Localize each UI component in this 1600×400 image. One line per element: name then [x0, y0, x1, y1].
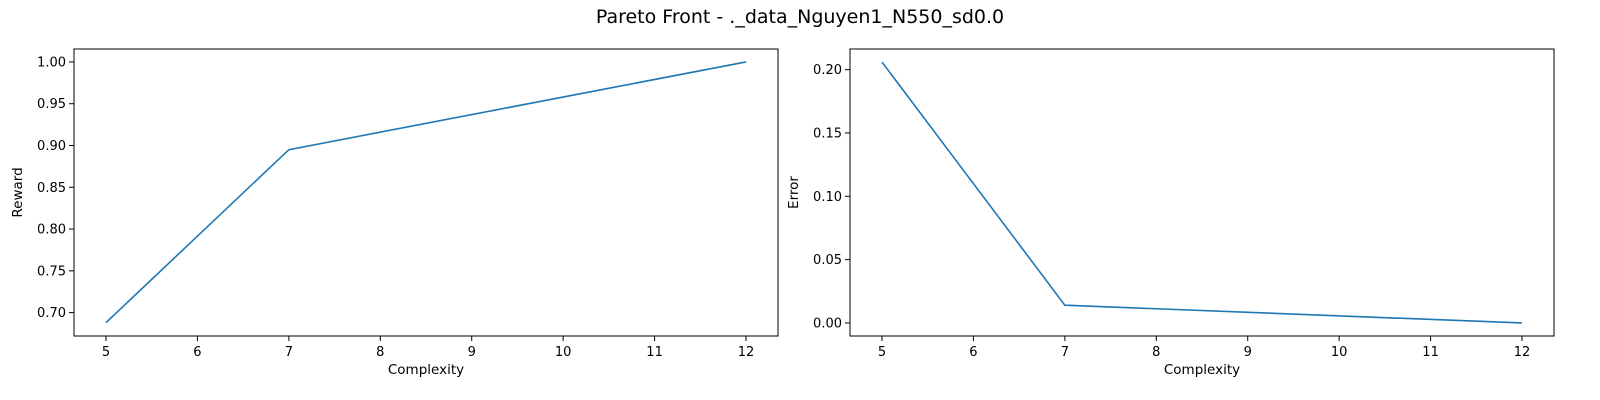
y-tick-label: 0.70 [37, 306, 66, 321]
series-line [881, 61, 1523, 324]
x-tick-label: 12 [1514, 345, 1531, 360]
x-tick-label: 12 [738, 345, 755, 360]
y-axis-label: Error [786, 176, 802, 209]
chart-panels: 5 6 7 8 9 10 11 12 0.70 0.75 0.80 0.85 0.90 0.95 1.00 C… [10, 48, 1555, 378]
x-tick-label: 7 [285, 345, 293, 360]
y-tick-label: 0.15 [813, 126, 842, 141]
series-line [105, 61, 747, 324]
y-tick-label: 1.00 [37, 55, 66, 70]
axes-frame [849, 48, 1555, 337]
y-tick-label: 0.80 [37, 223, 66, 238]
x-tick-label: 6 [969, 345, 977, 360]
y-tick-label: 0.95 [37, 97, 66, 112]
x-tick-label: 8 [376, 345, 384, 360]
figure-title: Pareto Front - ._data_Nguyen1_N550_sd0.0 [596, 6, 1004, 28]
axes-frame [73, 48, 779, 337]
x-tick-label: 5 [102, 345, 110, 360]
chart-panel-1: 5 6 7 8 9 10 11 12 0.70 0.75 0.80 0.85 0.90 0.95 1.00 C… [10, 48, 779, 378]
x-tick-label: 11 [646, 345, 663, 360]
x-tick-label: 9 [1244, 345, 1252, 360]
x-tick-label: 10 [1331, 345, 1348, 360]
y-tick-label: 0.90 [37, 139, 66, 154]
x-axis-label: Complexity [388, 362, 464, 378]
chart-panel-2: 5 6 7 8 9 10 11 12 0.00 0.05 0.10 0.15 0.20 Complexit… [786, 48, 1555, 378]
y-tick-label: 0.75 [37, 264, 66, 279]
x-tick-label: 9 [468, 345, 476, 360]
y-axis-label: Reward [10, 167, 26, 217]
x-tick-label: 8 [1152, 345, 1160, 360]
y-tick-label: 0.20 [813, 63, 842, 78]
y-tick-label: 0.10 [813, 190, 842, 205]
x-tick-label: 11 [1422, 345, 1439, 360]
x-tick-label: 10 [555, 345, 572, 360]
y-tick-label: 0.00 [813, 316, 842, 331]
x-tick-label: 6 [193, 345, 201, 360]
y-tick-label: 0.05 [813, 253, 842, 268]
x-tick-label: 7 [1061, 345, 1069, 360]
y-tick-label: 0.85 [37, 181, 66, 196]
x-axis-label: Complexity [1164, 362, 1240, 378]
x-tick-label: 5 [878, 345, 886, 360]
